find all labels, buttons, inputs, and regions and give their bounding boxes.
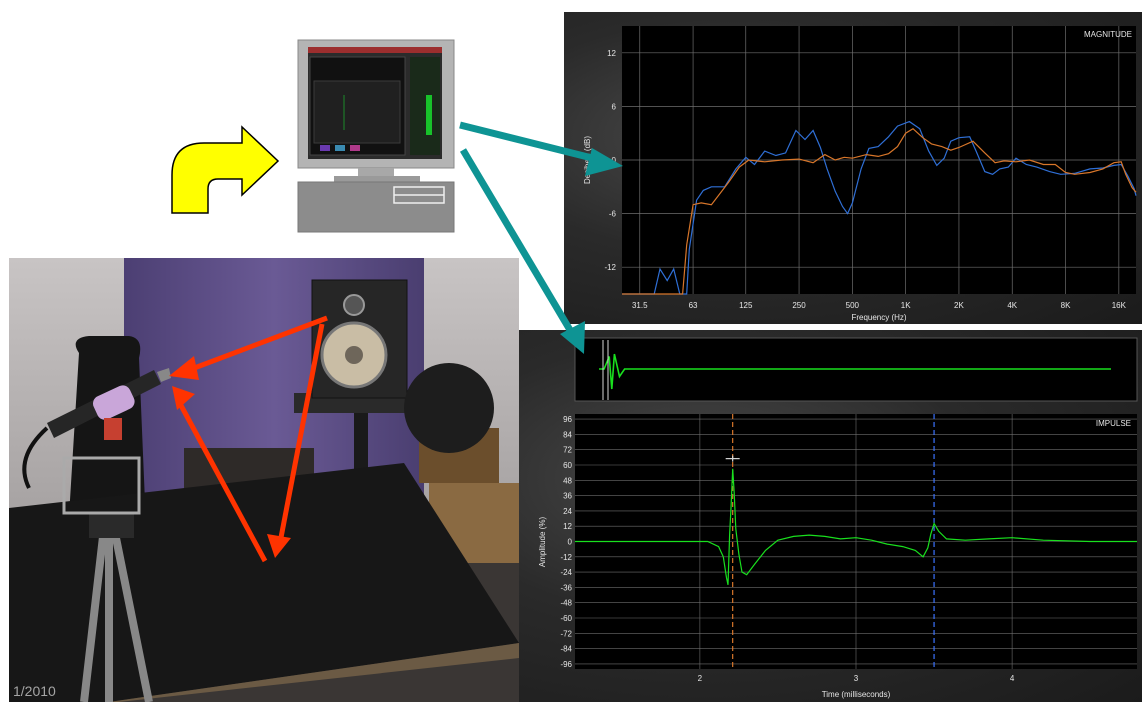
magnitude-y-tick-label: -12 xyxy=(604,263,616,272)
impulse-x-tick-label: 4 xyxy=(1010,674,1015,683)
red-arrowhead-icon xyxy=(169,356,199,380)
magnitude-series-line xyxy=(622,120,1137,295)
impulse-y-tick-label: -60 xyxy=(560,614,572,623)
magnitude-x-tick-label: 250 xyxy=(792,301,806,310)
impulse-y-axis-label: Amplitude (%) xyxy=(538,517,547,568)
impulse-series-line xyxy=(575,468,1137,586)
impulse-x-tick-label: 2 xyxy=(698,674,703,683)
magnitude-series-line xyxy=(622,127,1137,295)
impulse-y-tick-label: 12 xyxy=(563,522,572,531)
impulse-x-tick-label: 3 xyxy=(854,674,859,683)
photo-timestamp: 1/2010 xyxy=(13,683,56,699)
magnitude-panel-title: MAGNITUDE xyxy=(1084,30,1132,39)
desktop-case-icon xyxy=(297,181,455,233)
magnitude-x-tick-label: 125 xyxy=(739,301,753,310)
impulse-chart: 96847260483624120-12-24-36-48-60-72-84-9… xyxy=(538,337,1138,699)
impulse-panel-title: IMPULSE xyxy=(1096,419,1131,428)
overview-series-line xyxy=(599,353,1111,390)
impulse-y-tick-label: -72 xyxy=(560,629,572,638)
impulse-y-tick-label: 60 xyxy=(563,461,572,470)
impulse-y-tick-label: -96 xyxy=(560,660,572,669)
computer-illustration xyxy=(171,39,455,233)
magnitude-x-tick-label: 8K xyxy=(1061,301,1071,310)
magnitude-y-tick-label: 0 xyxy=(612,156,617,165)
red-arrowhead-icon xyxy=(172,386,195,410)
red-arrows xyxy=(174,315,328,563)
magnitude-x-tick-label: 500 xyxy=(846,301,860,310)
magnitude-x-tick-label: 31.5 xyxy=(632,301,648,310)
magnitude-y-tick-label: 12 xyxy=(607,49,616,58)
teal-arrowhead-icon xyxy=(585,148,623,176)
impulse-y-tick-label: 0 xyxy=(568,538,573,547)
magnitude-y-tick-label: -6 xyxy=(609,210,617,219)
yellow-curved-arrow-icon xyxy=(171,125,280,214)
magnitude-x-tick-label: 1K xyxy=(901,301,911,310)
red-arrowhead-icon xyxy=(267,534,291,558)
teal-arrowhead-icon xyxy=(560,321,585,354)
impulse-y-tick-label: 36 xyxy=(563,492,572,501)
magnitude-x-tick-label: 4K xyxy=(1007,301,1017,310)
magnitude-x-tick-label: 2K xyxy=(954,301,964,310)
impulse-y-tick-label: 84 xyxy=(563,430,572,439)
impulse-panel: 96 84 72 60 48 36 24 12 0 -12 -24 -36 -48 -60 -72 -84 -9… xyxy=(519,330,1142,702)
impulse-y-tick-label: 96 xyxy=(563,415,572,424)
impulse-y-tick-label: 24 xyxy=(563,507,572,516)
magnitude-chart: 12 6 0 -6 -12 31.5 63 125 250 500 1K 2K 4K 8K 16K MAG… xyxy=(583,26,1137,322)
magnitude-x-tick-label: 63 xyxy=(689,301,698,310)
impulse-y-tick-label: 72 xyxy=(563,446,572,455)
impulse-y-tick-label: -24 xyxy=(560,568,572,577)
magnitude-x-axis-label: Frequency (Hz) xyxy=(851,313,906,322)
magnitude-y-tick-label: 6 xyxy=(612,102,617,111)
impulse-y-tick-label: 48 xyxy=(563,476,572,485)
magnitude-panel: 12 6 0 -6 -12 31.5 63 125 250 500 1K 2K 4K 8K 16K MAG… xyxy=(564,12,1142,324)
impulse-x-axis-label: Time (milliseconds) xyxy=(822,690,891,699)
impulse-y-tick-label: -48 xyxy=(560,599,572,608)
impulse-y-tick-label: -12 xyxy=(560,553,572,562)
impulse-y-tick-label: -84 xyxy=(560,645,572,654)
impulse-y-tick-label: -36 xyxy=(560,583,572,592)
magnitude-x-tick-label: 16K xyxy=(1112,301,1127,310)
studio-photo: 1/2010 xyxy=(9,258,519,702)
